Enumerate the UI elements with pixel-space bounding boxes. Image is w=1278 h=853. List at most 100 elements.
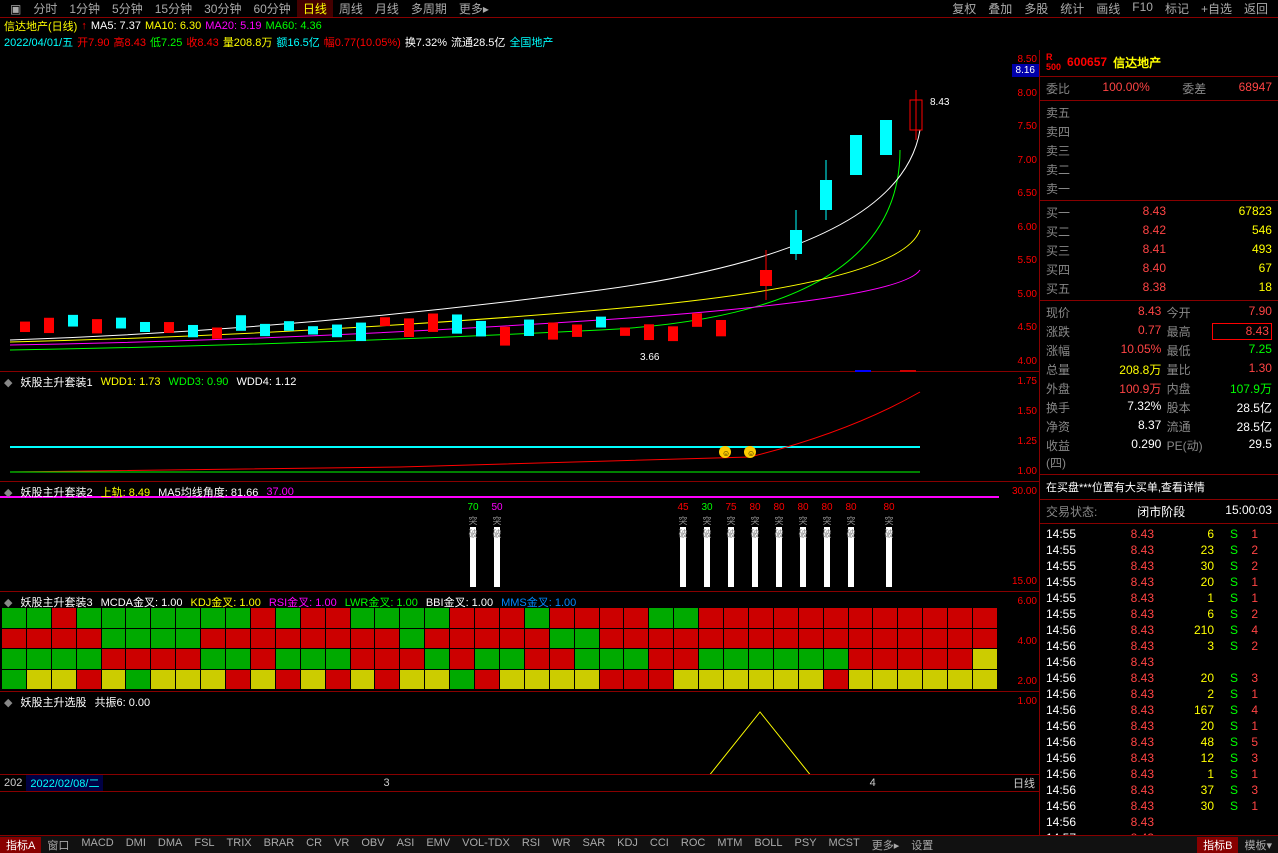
trade-row: 14:568.432S1 bbox=[1040, 686, 1278, 702]
indicator-KDJ[interactable]: KDJ bbox=[611, 837, 644, 853]
panel4-title: 妖股主升套装3 bbox=[20, 594, 92, 610]
tab-月线[interactable]: 月线 bbox=[369, 0, 405, 17]
book-row: 买五8.3818 bbox=[1040, 279, 1278, 298]
tab-复权[interactable]: 复权 bbox=[946, 0, 982, 17]
stat-row: 收益(四)0.290PE(动)29.5 bbox=[1040, 436, 1278, 472]
trade-row: 14:568.4348S5 bbox=[1040, 734, 1278, 750]
tab-更多▸[interactable]: 更多▸ bbox=[453, 0, 495, 17]
date-label: 2022/04/01/五 bbox=[4, 34, 73, 50]
indicator-panel-2[interactable]: ◆ 妖股主升套装2 上轨: 8.49 MA5均线角度: 81.66 37.00 … bbox=[0, 482, 1039, 592]
tab-30分钟[interactable]: 30分钟 bbox=[198, 0, 247, 17]
svg-text:☺: ☺ bbox=[747, 449, 755, 458]
stat-row: 换手7.32%股本28.5亿 bbox=[1040, 398, 1278, 417]
price-marker: 8.16 bbox=[1012, 64, 1039, 77]
indicator-ROC[interactable]: ROC bbox=[675, 837, 711, 853]
book-row: 卖五 bbox=[1040, 103, 1278, 122]
tab-分时[interactable]: 分时 bbox=[27, 0, 63, 17]
indicator-ASI[interactable]: ASI bbox=[391, 837, 421, 853]
stat-row: 净资8.37流通28.5亿 bbox=[1040, 417, 1278, 436]
indicator-更多▸[interactable]: 更多▸ bbox=[866, 837, 906, 853]
book-row: 买三8.41493 bbox=[1040, 241, 1278, 260]
indicator-EMV[interactable]: EMV bbox=[420, 837, 456, 853]
candlestick-svg: 8.43 3.66 财 涨 bbox=[0, 50, 1000, 372]
indicator-PSY[interactable]: PSY bbox=[789, 837, 823, 853]
indicator-WR[interactable]: WR bbox=[546, 837, 576, 853]
indicator-模板▾[interactable]: 模板▾ bbox=[1238, 837, 1278, 853]
indicator-BOLL[interactable]: BOLL bbox=[748, 837, 788, 853]
indicator-b-label[interactable]: 指标B bbox=[1197, 837, 1238, 853]
tab-叠加[interactable]: 叠加 bbox=[982, 0, 1018, 17]
indicator-SAR[interactable]: SAR bbox=[577, 837, 612, 853]
panel3-title: 妖股主升套装2 bbox=[20, 484, 92, 500]
tab-统计[interactable]: 统计 bbox=[1054, 0, 1090, 17]
tab-日线[interactable]: 日线 bbox=[297, 0, 333, 17]
panel2-title: 妖股主升套装1 bbox=[20, 374, 92, 390]
indicator-MTM[interactable]: MTM bbox=[711, 837, 748, 853]
indicator-MACD[interactable]: MACD bbox=[75, 837, 119, 853]
chg-label: 幅0.77(10.05%) bbox=[324, 34, 401, 50]
high-label: 高8.43 bbox=[114, 34, 146, 50]
trade-row: 14:568.43167S4 bbox=[1040, 702, 1278, 718]
ma60-label: MA60: 4.36 bbox=[266, 20, 322, 32]
tab-15分钟[interactable]: 15分钟 bbox=[149, 0, 198, 17]
indicator-TRIX[interactable]: TRIX bbox=[221, 837, 258, 853]
indicator-DMI[interactable]: DMI bbox=[120, 837, 152, 853]
tab-标记[interactable]: 标记 bbox=[1159, 0, 1195, 17]
indicator-a-label[interactable]: 指标A bbox=[0, 837, 41, 853]
float-label: 流通28.5亿 bbox=[451, 34, 505, 50]
open-label: 开7.90 bbox=[77, 34, 109, 50]
turnover-label: 换7.32% bbox=[405, 34, 447, 50]
amt-label: 额16.5亿 bbox=[276, 34, 319, 50]
stock-name-side: 信达地产 bbox=[1113, 54, 1161, 71]
tab-5分钟[interactable]: 5分钟 bbox=[106, 0, 149, 17]
high-marker: 8.43 bbox=[930, 97, 950, 108]
low-label: 低7.25 bbox=[150, 34, 182, 50]
stat-row: 总量208.8万量比1.30 bbox=[1040, 360, 1278, 379]
tab-icon: ▣ bbox=[4, 2, 27, 16]
trade-row: 14:568.4320S3 bbox=[1040, 670, 1278, 686]
indicator-CR[interactable]: CR bbox=[300, 837, 328, 853]
trade-row: 14:558.4323S2 bbox=[1040, 542, 1278, 558]
tab-周线[interactable]: 周线 bbox=[333, 0, 369, 17]
indicator-DMA[interactable]: DMA bbox=[152, 837, 188, 853]
trade-row: 14:558.4330S2 bbox=[1040, 558, 1278, 574]
indicator-VR[interactable]: VR bbox=[328, 837, 355, 853]
indicator-panel-3[interactable]: ◆ 妖股主升套装3 MCDA金叉: 1.00 KDJ金叉: 1.00 RSI金叉… bbox=[0, 592, 1039, 692]
stock-code: 600657 bbox=[1067, 55, 1107, 69]
indicator-OBV[interactable]: OBV bbox=[355, 837, 390, 853]
order-book-panel: R500 600657 信达地产 委比 100.00% 委差 68947 卖五卖… bbox=[1040, 50, 1278, 850]
trade-row: 14:568.43 bbox=[1040, 654, 1278, 670]
indicator-窗口[interactable]: 窗口 bbox=[41, 837, 75, 853]
info-bar-2: 2022/04/01/五 开7.90 高8.43 低7.25 收8.43 量20… bbox=[0, 34, 1278, 50]
indicator-panel-1[interactable]: ◆ 妖股主升套装1 WDD1: 1.73 WDD3: 0.90 WDD4: 1.… bbox=[0, 372, 1039, 482]
trade-row: 14:558.431S1 bbox=[1040, 590, 1278, 606]
tab-多股[interactable]: 多股 bbox=[1018, 0, 1054, 17]
indicator-RSI[interactable]: RSI bbox=[516, 837, 546, 853]
stat-row: 现价8.43今开7.90 bbox=[1040, 303, 1278, 322]
tab-F10[interactable]: F10 bbox=[1126, 0, 1159, 17]
stat-row: 外盘100.9万内盘107.9万 bbox=[1040, 379, 1278, 398]
indicator-VOL-TDX[interactable]: VOL-TDX bbox=[456, 837, 516, 853]
vol-label: 量208.8万 bbox=[223, 34, 273, 50]
indicator-MCST[interactable]: MCST bbox=[823, 837, 866, 853]
tab-多周期[interactable]: 多周期 bbox=[405, 0, 453, 17]
tab-60分钟[interactable]: 60分钟 bbox=[247, 0, 296, 17]
notice-text[interactable]: 在买盘***位置有大买单,查看详情 bbox=[1040, 477, 1278, 497]
tab-画线[interactable]: 画线 bbox=[1090, 0, 1126, 17]
tab-1分钟[interactable]: 1分钟 bbox=[63, 0, 106, 17]
stock-name: 信达地产(日线) bbox=[4, 18, 77, 34]
indicator-设置[interactable]: 设置 bbox=[905, 837, 939, 853]
ma20-label: MA20: 5.19 bbox=[205, 20, 261, 32]
tab-返回[interactable]: 返回 bbox=[1238, 0, 1274, 17]
trade-ticker: 14:558.436S114:558.4323S214:558.4330S214… bbox=[1040, 526, 1278, 850]
book-row: 买一8.4367823 bbox=[1040, 203, 1278, 222]
trade-row: 14:568.43 bbox=[1040, 814, 1278, 830]
tab-+自选[interactable]: +自选 bbox=[1195, 0, 1238, 17]
book-row: 买二8.42546 bbox=[1040, 222, 1278, 241]
indicator-FSL[interactable]: FSL bbox=[188, 837, 220, 853]
book-row: 卖二 bbox=[1040, 160, 1278, 179]
trade-row: 14:568.4320S1 bbox=[1040, 718, 1278, 734]
indicator-CCI[interactable]: CCI bbox=[644, 837, 675, 853]
indicator-BRAR[interactable]: BRAR bbox=[258, 837, 301, 853]
main-chart[interactable]: 8.43 3.66 财 涨 8.508.007.507.006.506.005.… bbox=[0, 50, 1039, 372]
